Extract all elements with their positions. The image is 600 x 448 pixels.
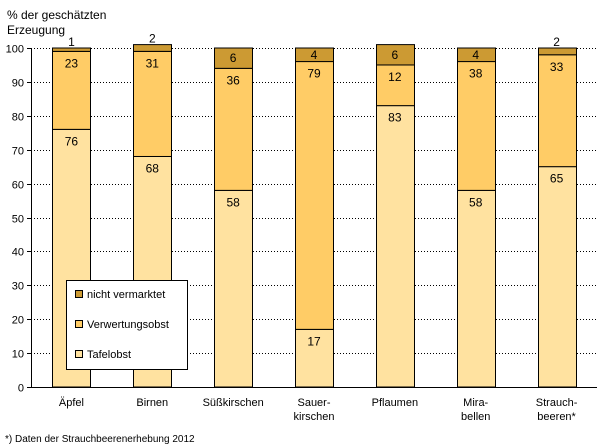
- x-category-label: Äpfel: [59, 397, 84, 409]
- bar-segment: [376, 44, 415, 66]
- bar-value-label: 33: [550, 60, 564, 74]
- y-tick-label: 0: [18, 383, 24, 395]
- y-axis-title-line-1: % der geschätzten: [7, 8, 106, 22]
- bar-value-label: 17: [307, 334, 321, 348]
- y-tick-label: 70: [12, 146, 24, 158]
- legend: nicht vermarktet Verwertungsobst Tafelobst: [66, 280, 188, 370]
- y-tick-label: 20: [12, 315, 24, 327]
- bar-value-label: 58: [226, 195, 240, 209]
- bar-value-label: 79: [307, 67, 321, 81]
- bar-segment: [133, 50, 172, 157]
- bar-value-label: 6: [230, 51, 237, 65]
- legend-label: Tafelobst: [87, 349, 131, 361]
- bar-value-label: 2: [149, 32, 156, 46]
- x-category-label: Mira-: [463, 397, 488, 409]
- y-tick-label: 30: [12, 281, 24, 293]
- bar-segment: [457, 61, 496, 191]
- y-axis-title-line-2: Erzeugung: [7, 23, 65, 37]
- y-tick-label: 90: [12, 78, 24, 90]
- bar-value-label: 2: [553, 35, 560, 49]
- x-axis-labels: Äpfel Birnen Süßkirschen Sauer-kirschen Pfla…: [59, 397, 578, 423]
- bar-value-label: 6: [392, 48, 399, 62]
- x-category-label: Sauer-: [297, 397, 330, 409]
- bar-value-label: 38: [469, 67, 483, 81]
- bar-segment: [52, 47, 91, 52]
- x-category-label: Birnen: [136, 397, 168, 409]
- x-category-label: bellen: [461, 411, 490, 423]
- bar-segment: [538, 166, 577, 388]
- bar-value-label: 76: [65, 134, 79, 148]
- bar-value-label: 83: [388, 111, 402, 125]
- legend-label: nicht vermarktet: [87, 289, 165, 301]
- bar-segment: [457, 47, 496, 63]
- bar-value-label: 31: [146, 56, 160, 70]
- bar-value-label: 4: [311, 48, 318, 62]
- bar-value-label: 12: [388, 70, 402, 84]
- y-axis-title: % der geschätzten Erzeugung: [7, 8, 106, 37]
- bar-segment: [376, 64, 415, 107]
- y-tick-label: 80: [12, 112, 24, 124]
- legend-swatch: [75, 320, 83, 328]
- bar-segment: [538, 54, 577, 168]
- y-tick-label: 60: [12, 180, 24, 192]
- x-category-label: Strauch-: [536, 397, 578, 409]
- bar-value-label: 68: [146, 161, 160, 175]
- y-tick-label: 40: [12, 247, 24, 259]
- legend-swatch: [75, 350, 83, 358]
- legend-box: [66, 280, 188, 370]
- x-category-label: kirschen: [294, 411, 335, 423]
- bar-segment: [376, 105, 415, 388]
- legend-swatch: [75, 290, 83, 298]
- bar-segment: [295, 47, 334, 63]
- bar-value-label: 65: [550, 172, 564, 186]
- y-axis-ticks: 0 10 20 30 40 50 60 70 80 90 100: [6, 44, 597, 395]
- bar-value-label: 1: [68, 35, 75, 49]
- bar-segment: [538, 47, 577, 56]
- bar-value-label: 4: [472, 48, 479, 62]
- y-tick-label: 100: [6, 44, 24, 56]
- bar-segment: [214, 189, 253, 388]
- bar-segment: [52, 50, 91, 130]
- x-category-label: Pflaumen: [372, 397, 418, 409]
- bar-segment: [133, 44, 172, 52]
- bar-value-label: 23: [65, 56, 79, 70]
- bars: 76 23 1 68 31 2 58 36 6 17 79 4 83 12 6 58 38 4 65 33 2: [52, 32, 577, 388]
- x-category-label: Süßkirschen: [203, 397, 264, 409]
- x-category-label: beeren*: [537, 411, 576, 423]
- bar-value-label: 36: [226, 73, 240, 87]
- legend-label: Verwertungsobst: [87, 319, 169, 331]
- y-tick-label: 10: [12, 349, 24, 361]
- bar-segment: [295, 328, 334, 388]
- bar-segment: [295, 61, 334, 330]
- bar-segment: [214, 47, 253, 69]
- bar-segment: [457, 189, 496, 388]
- y-tick-label: 50: [12, 214, 24, 226]
- footnote: *) Daten der Strauchbeerenerhebung 2012: [5, 434, 195, 445]
- bar-value-label: 58: [469, 195, 483, 209]
